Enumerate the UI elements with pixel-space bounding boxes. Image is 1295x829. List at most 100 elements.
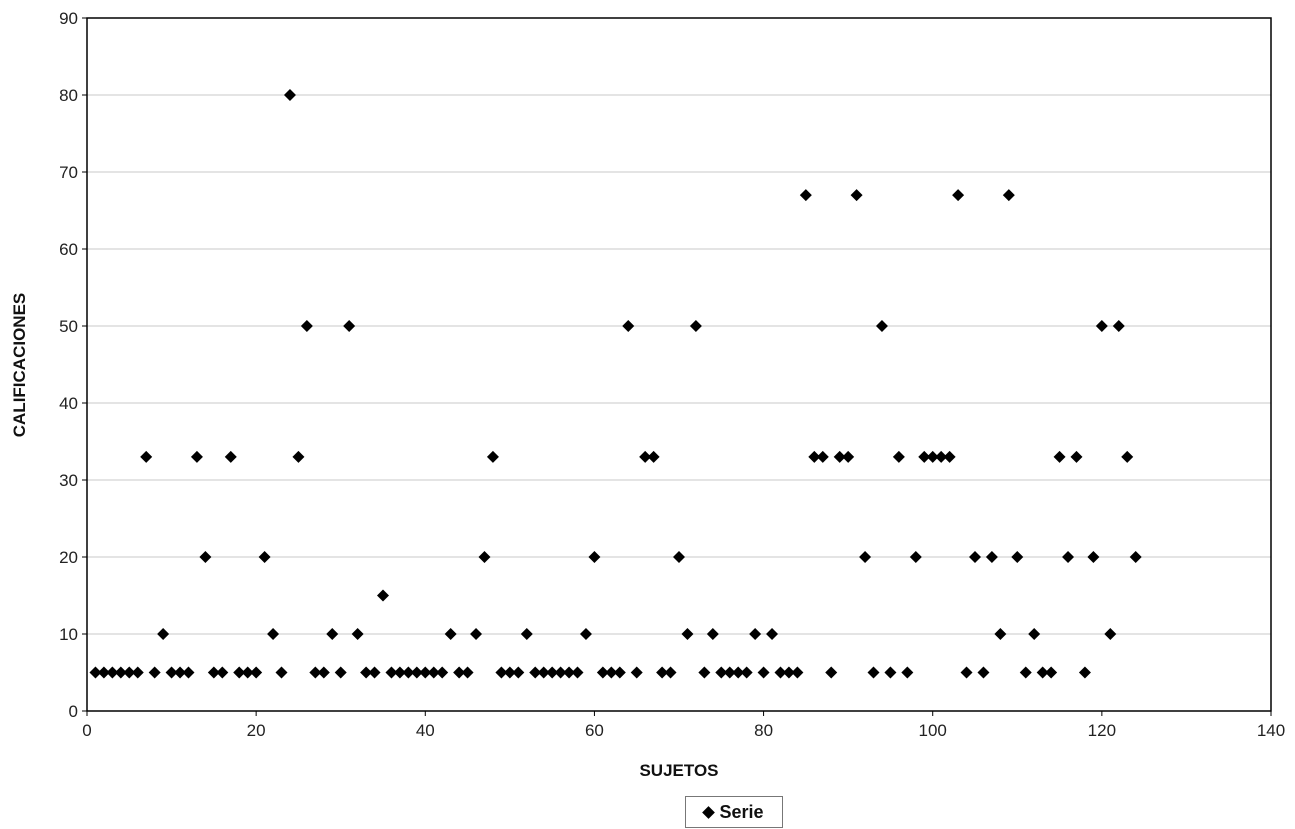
data-point (216, 666, 229, 679)
data-point (393, 666, 406, 679)
data-point (1087, 551, 1100, 563)
data-point (520, 628, 533, 640)
data-point (486, 450, 499, 463)
data-point (157, 628, 170, 640)
plot-area (86, 17, 1272, 712)
data-point (537, 666, 550, 679)
data-point (563, 666, 576, 679)
data-point (377, 589, 389, 602)
data-point (859, 551, 872, 563)
x-tick-label: 60 (585, 721, 604, 740)
data-point (825, 666, 838, 679)
data-point (250, 666, 263, 679)
data-point (495, 666, 508, 679)
data-point (444, 628, 457, 640)
legend-diamond-icon (702, 805, 716, 819)
data-point (123, 666, 136, 679)
y-tick-label: 40 (59, 394, 78, 413)
data-points (89, 89, 1142, 679)
data-point (571, 666, 584, 679)
data-point (681, 628, 694, 640)
data-point (165, 666, 178, 679)
data-point (140, 450, 153, 463)
data-point (579, 628, 592, 640)
data-point (1121, 450, 1134, 463)
data-point (148, 666, 161, 679)
data-point (97, 666, 110, 679)
x-tick-label: 20 (247, 721, 266, 740)
x-tick-label: 120 (1088, 721, 1116, 740)
data-point (546, 666, 559, 679)
data-point (436, 666, 449, 679)
y-tick-label: 50 (59, 317, 78, 336)
data-point (766, 628, 779, 640)
data-point (740, 666, 753, 679)
data-point (977, 666, 990, 679)
y-tick-label: 10 (59, 625, 78, 644)
data-point (275, 666, 288, 679)
data-point (554, 666, 567, 679)
data-point (689, 320, 702, 332)
data-point (1104, 628, 1117, 640)
data-point (985, 551, 998, 563)
data-point (605, 666, 618, 679)
data-point (757, 666, 770, 679)
data-point (453, 666, 466, 679)
data-point (664, 666, 677, 679)
data-point (478, 551, 491, 563)
data-point (875, 320, 888, 332)
data-point (749, 628, 762, 640)
data-point (842, 450, 855, 463)
data-point (808, 450, 821, 463)
data-point (935, 450, 948, 463)
data-point (1036, 666, 1049, 679)
data-point (241, 666, 254, 679)
data-point (283, 89, 296, 101)
data-point (732, 666, 745, 679)
data-point (292, 450, 305, 463)
data-point (698, 666, 711, 679)
x-tick-label: 40 (416, 721, 435, 740)
data-point (470, 628, 483, 640)
data-point (969, 551, 981, 563)
data-point (326, 628, 339, 640)
y-tick-label: 0 (69, 702, 78, 721)
data-point (351, 628, 364, 640)
data-point (943, 450, 956, 463)
data-point (909, 551, 922, 563)
data-point (309, 666, 322, 679)
x-tick-label: 140 (1257, 721, 1285, 740)
data-point (1011, 551, 1024, 563)
data-point (207, 666, 220, 679)
data-point (791, 666, 804, 679)
data-point (334, 666, 347, 679)
data-point (174, 666, 187, 679)
data-point (89, 666, 102, 679)
y-axis-title: CALIFICACIONES (10, 293, 29, 438)
data-point (833, 450, 846, 463)
data-point (630, 666, 643, 679)
data-point (960, 666, 973, 679)
data-point (106, 666, 119, 679)
data-point (1053, 450, 1066, 463)
data-point (723, 666, 736, 679)
x-tick-label: 100 (919, 721, 947, 740)
data-point (1112, 320, 1125, 332)
data-point (901, 666, 914, 679)
data-point (1095, 320, 1108, 332)
data-point (918, 450, 931, 463)
data-point (622, 320, 635, 332)
data-point (343, 320, 356, 332)
data-point (994, 628, 1007, 640)
data-point (529, 666, 542, 679)
data-point (1002, 189, 1015, 202)
data-point (267, 628, 280, 640)
data-point (613, 666, 626, 679)
data-point (706, 628, 719, 640)
data-point (588, 551, 601, 563)
data-point (816, 450, 829, 463)
legend-series-label: Serie (719, 801, 764, 822)
data-point (656, 666, 669, 679)
data-point (182, 666, 195, 679)
